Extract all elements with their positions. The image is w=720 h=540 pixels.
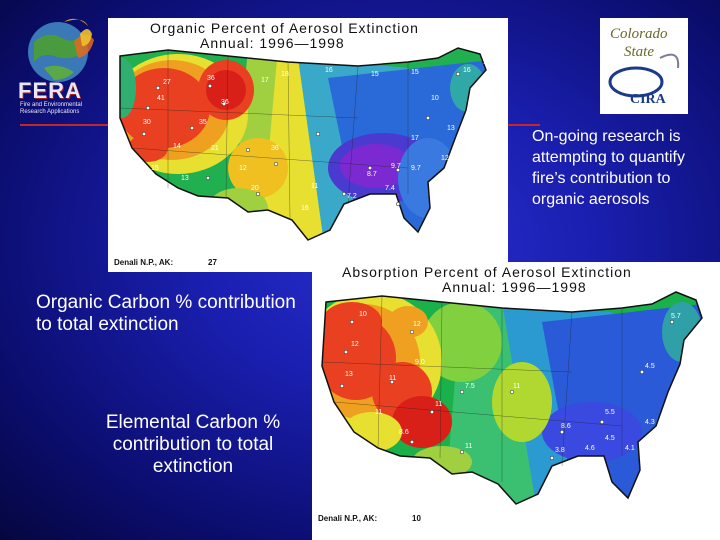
cira-swirl-icon — [608, 53, 680, 98]
site-value-label: 4.3 — [645, 419, 655, 426]
site-value-label: 36 — [207, 75, 215, 82]
site-value-label: 41 — [157, 95, 165, 102]
site-value-label: 4.5 — [645, 363, 655, 370]
site-value-label: 4.1 — [625, 445, 635, 452]
fera-logo-sub2: Research Applications — [20, 109, 80, 115]
csu-logo-line2: State — [624, 44, 654, 60]
site-value-label: 17 — [483, 59, 491, 66]
elemental-carbon-caption: Elemental Carbon % contribution to total… — [105, 412, 281, 477]
site-value-label: 3.8 — [555, 447, 565, 454]
site-value-label: 9.7 — [391, 163, 401, 170]
site-value-label: 8.7 — [367, 171, 377, 178]
site-value-label: 12 — [441, 155, 449, 162]
site-value-label: 35 — [199, 119, 207, 126]
site-value-label: 11 — [311, 183, 318, 190]
site-value-label: 10 — [431, 95, 439, 102]
organic-extinction-map: 41 27 30 35 36 36 17 18 16 15 15 10 16 17 13 12 17 21 12 36… — [108, 18, 508, 272]
site-value-label: 14 — [173, 143, 181, 150]
absorption-map-title: Absorption Percent of Aerosol Extinction — [342, 264, 632, 280]
site-value-label: 10 — [359, 311, 367, 318]
organic-map-title: Organic Percent of Aerosol Extinction — [150, 20, 419, 36]
site-value-label: 5.7 — [671, 313, 681, 320]
site-value-label: 15 — [151, 165, 159, 172]
site-value-label: 17 — [261, 77, 269, 84]
organic-map-subtitle: Annual: 1996—1998 — [200, 35, 345, 51]
site-value-label: 7.4 — [385, 185, 395, 192]
site-value-label: 21 — [211, 145, 219, 152]
csu-logo-line1: Colorado — [610, 26, 668, 42]
site-value-label: 8.6 — [399, 429, 409, 436]
csu-logo-cira: CIRA — [630, 92, 666, 107]
site-value-label: 5.5 — [687, 359, 697, 366]
absorption-map-subtitle: Annual: 1996—1998 — [442, 279, 587, 295]
site-value-label: 4.5 — [605, 435, 615, 442]
site-value-label: 17 — [411, 135, 419, 142]
site-value-label: 11 — [435, 401, 442, 408]
organic-carbon-caption: Organic Carbon % contribution to total e… — [36, 292, 296, 335]
absorption-map-footer-value: 10 — [412, 514, 421, 523]
site-value-label: 7.2 — [347, 193, 357, 200]
site-value-label: 11 — [465, 443, 472, 450]
absorption-site-labels: 10 12 13 11 12 11 7.5 11 8.6 5.5 4.5 5.7 3.8 4.5 4.1 4.… — [341, 299, 709, 454]
site-value-label: 11 — [375, 409, 382, 416]
site-value-label: 36 — [221, 99, 229, 106]
site-value-label: 16 — [301, 205, 309, 212]
organic-map-graphic: 41 27 30 35 36 36 17 18 16 15 15 10 16 17 13 12 17 21 12 36… — [119, 47, 491, 241]
site-value-label: 11 — [513, 383, 520, 390]
site-value-label: 8.6 — [561, 423, 571, 430]
site-value-label: 13 — [181, 175, 189, 182]
site-value-label: 4.6 — [585, 445, 595, 452]
site-value-label: 12 — [413, 321, 421, 328]
site-value-label: 16 — [325, 67, 333, 74]
site-value-label: 5.5 — [605, 409, 615, 416]
absorption-extinction-map: 10 12 13 11 12 11 7.5 11 8.6 5.5 4.5 5.7 3.8 4.5 4.1 4.… — [312, 262, 720, 540]
site-value-label: 9.7 — [411, 165, 421, 172]
site-value-label: 19 — [223, 207, 231, 214]
organic-site-labels: 41 27 30 35 36 36 17 18 16 15 15 10 16 17 13 12 17 21 12 36… — [143, 59, 491, 220]
absorption-map-footer-label: Denali N.P., AK: — [318, 514, 378, 523]
site-value-label: 13 — [345, 371, 353, 378]
site-value-label: 13 — [447, 125, 455, 132]
absorption-map-graphic: 10 12 13 11 12 11 7.5 11 8.6 5.5 4.5 5.7 3.8 4.5 4.1 4.… — [321, 291, 709, 505]
site-value-label: 17 — [261, 213, 269, 220]
organic-map-footer-label: Denali N.P., AK: — [114, 258, 174, 267]
site-value-label: 16 — [463, 67, 471, 74]
site-value-label: 30 — [143, 119, 151, 126]
site-value-label: 15 — [411, 69, 419, 76]
site-value-label: 7.5 — [465, 383, 475, 390]
fera-logo-name: FERA — [18, 78, 82, 103]
site-value-label: 6.1 — [699, 299, 709, 306]
site-value-label: 15 — [371, 71, 379, 78]
fera-logo: FERA Fire and Environmental Research App… — [14, 12, 104, 122]
fera-globe-icon — [28, 18, 94, 82]
organic-map-footer-value: 27 — [208, 258, 217, 267]
site-value-label: 11 — [389, 375, 396, 382]
site-value-label: 27 — [163, 79, 171, 86]
site-value-label: 20 — [251, 185, 259, 192]
site-value-label: 36 — [271, 145, 279, 152]
site-value-label: 18 — [281, 71, 289, 78]
fera-logo-sub1: Fire and Environmental — [20, 102, 83, 108]
site-value-label: 8 — [341, 419, 345, 426]
site-value-label: 9.0 — [415, 359, 425, 366]
site-value-label: 12 — [239, 165, 247, 172]
csu-cira-logo: Colorado State CIRA — [600, 18, 688, 114]
site-value-label: 12 — [351, 341, 359, 348]
research-note: On-going research is attempting to quant… — [532, 128, 685, 208]
